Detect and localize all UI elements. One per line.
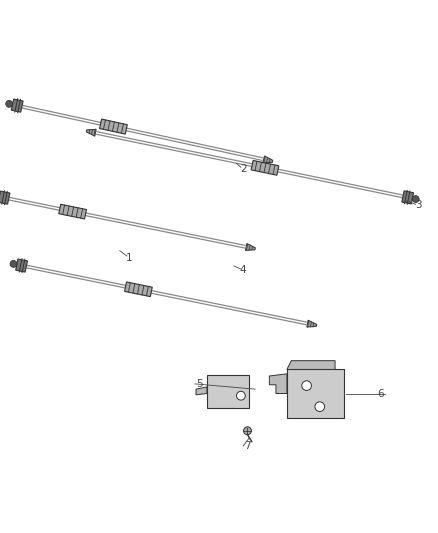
Polygon shape — [287, 369, 344, 418]
Text: 4: 4 — [240, 265, 247, 275]
Polygon shape — [287, 361, 335, 369]
Circle shape — [315, 402, 325, 411]
Circle shape — [412, 196, 419, 203]
Polygon shape — [251, 160, 279, 175]
Text: 7: 7 — [244, 441, 251, 451]
Circle shape — [244, 427, 251, 435]
Polygon shape — [269, 374, 287, 393]
Polygon shape — [16, 259, 28, 272]
Circle shape — [237, 391, 245, 400]
Polygon shape — [99, 119, 127, 134]
Polygon shape — [124, 282, 152, 296]
Text: 2: 2 — [240, 164, 247, 174]
Polygon shape — [307, 320, 317, 327]
Polygon shape — [207, 375, 249, 408]
Polygon shape — [86, 130, 96, 136]
Circle shape — [6, 100, 13, 107]
Text: 3: 3 — [415, 200, 422, 210]
Polygon shape — [196, 387, 207, 395]
Polygon shape — [402, 191, 413, 204]
Text: 5: 5 — [196, 379, 203, 389]
Polygon shape — [0, 191, 10, 204]
Polygon shape — [11, 99, 23, 112]
Text: 1: 1 — [126, 253, 133, 263]
Polygon shape — [263, 156, 273, 163]
Polygon shape — [59, 204, 86, 219]
Circle shape — [302, 381, 311, 391]
Polygon shape — [245, 244, 255, 251]
Circle shape — [10, 261, 17, 268]
Text: 6: 6 — [378, 389, 385, 399]
